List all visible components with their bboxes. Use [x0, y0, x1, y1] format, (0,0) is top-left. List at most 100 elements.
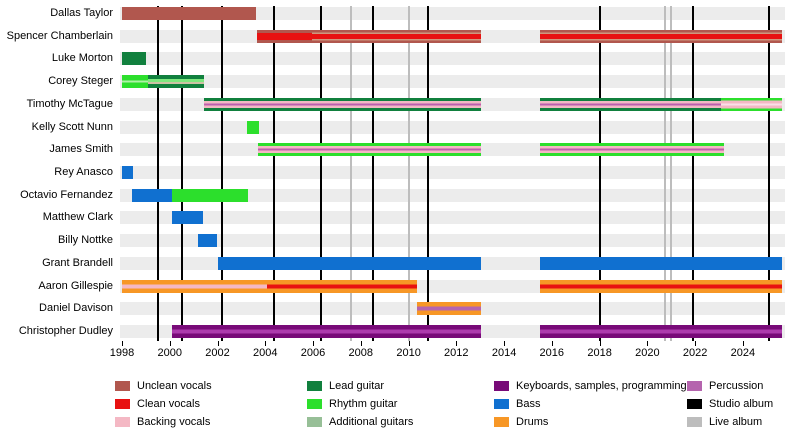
- member-row-track: [120, 189, 785, 202]
- legend-label: Additional guitars: [329, 416, 414, 428]
- live-album-line: [664, 6, 667, 341]
- legend-column: Lead guitar Rhythm guitar Additional guita…: [307, 377, 413, 431]
- member-bar-segment: [203, 98, 482, 111]
- legend-label: Backing vocals: [137, 416, 211, 428]
- legend-swatch: [494, 399, 509, 409]
- member-bar-segment: [122, 7, 256, 20]
- axis-tick: [551, 341, 553, 346]
- legend-item: Studio album: [687, 395, 773, 413]
- axis-tick: [504, 341, 506, 346]
- member-row-track: [120, 166, 785, 179]
- member-label: Christopher Dudley: [18, 325, 113, 337]
- live-album-line: [669, 6, 672, 341]
- live-album-line: [407, 6, 410, 341]
- axis-tick: [313, 341, 314, 346]
- member-bar-segment: [539, 257, 783, 270]
- studio-album-line: [691, 6, 694, 341]
- member-row-track: [120, 211, 785, 224]
- axis-tick-label: 2010: [396, 347, 421, 359]
- axis-tick-label: 2000: [157, 347, 183, 359]
- studio-album-line: [156, 6, 159, 341]
- axis-tick: [695, 341, 697, 346]
- member-bar-segment: [246, 121, 260, 134]
- axis-tick: [599, 341, 601, 346]
- legend-label: Percussion: [709, 380, 764, 392]
- studio-album-line: [426, 6, 429, 341]
- member-bar-segment: [217, 257, 482, 270]
- legend-swatch: [687, 399, 702, 409]
- axis-tick-label: 2008: [348, 347, 374, 359]
- legend-item: Clean vocals: [115, 395, 212, 413]
- axis-tick-label: 1998: [109, 347, 135, 359]
- legend-item: Bass: [494, 395, 687, 413]
- axis-tick: [456, 341, 458, 346]
- member-label: Matthew Clark: [42, 211, 113, 223]
- member-bar-segment: [539, 98, 722, 111]
- legend-item: Unclean vocals: [115, 377, 212, 395]
- member-bar-segment: [539, 325, 783, 338]
- member-row-track: [120, 234, 785, 247]
- axis-tick-label: 2018: [587, 347, 612, 359]
- member-bar-segment: [131, 189, 173, 202]
- studio-album-line: [221, 6, 224, 341]
- legend-swatch: [115, 381, 130, 391]
- axis-tick-label: 2014: [491, 347, 517, 359]
- legend-swatch: [115, 399, 130, 409]
- member-bar-segment: [266, 280, 417, 293]
- member-label: Kelly Scott Nunn: [31, 121, 113, 133]
- member-label: James Smith: [49, 143, 113, 155]
- legend-label: Clean vocals: [137, 398, 200, 410]
- member-bar-segment: [122, 52, 146, 65]
- member-label: Octavio Fernandez: [20, 189, 113, 201]
- studio-album-line: [768, 6, 771, 341]
- legend-label: Keyboards, samples, programming: [516, 380, 687, 392]
- legend-column: Percussion Studio album Live album: [687, 377, 773, 431]
- axis-tick: [122, 341, 123, 346]
- legend-item: Rhythm guitar: [307, 395, 413, 413]
- studio-album-line: [180, 6, 183, 341]
- member-bar-segment: [721, 98, 783, 111]
- legend-label: Studio album: [709, 398, 774, 410]
- axis-tick: [217, 341, 219, 346]
- studio-album-line: [371, 6, 374, 341]
- member-bar-segment: [172, 211, 204, 224]
- axis-tick: [647, 341, 649, 346]
- studio-album-line: [598, 6, 601, 341]
- axis-tick: [265, 341, 267, 346]
- legend-label: Unclean vocals: [137, 380, 212, 392]
- member-bar-segment: [539, 143, 724, 156]
- member-label: Billy Nottke: [57, 234, 113, 246]
- axis-tick: [742, 341, 744, 346]
- legend-swatch: [115, 417, 130, 427]
- member-bar-segment: [148, 75, 204, 88]
- legend-item: Live album: [687, 413, 773, 431]
- legend-swatch: [307, 381, 322, 391]
- member-bar-segment: [122, 75, 149, 88]
- legend-label: Bass: [516, 398, 541, 410]
- studio-album-line: [272, 6, 275, 341]
- member-label: Grant Brandell: [42, 257, 113, 269]
- axis-tick: [360, 341, 362, 346]
- member-bar-segment: [172, 189, 248, 202]
- legend-item: Lead guitar: [307, 377, 413, 395]
- member-bar-segment: [539, 30, 783, 43]
- legend-item: Drums: [494, 413, 687, 431]
- axis-tick-label: 2020: [635, 347, 660, 359]
- axis-tick-label: 2012: [444, 347, 469, 359]
- legend-item: Keyboards, samples, programming: [494, 377, 687, 395]
- member-bar-segment: [539, 280, 783, 293]
- member-bar-segment: [122, 280, 267, 293]
- legend-label: Drums: [516, 416, 549, 428]
- legend-swatch: [687, 417, 702, 427]
- member-row-track: [120, 121, 785, 134]
- legend-label: Lead guitar: [329, 380, 385, 392]
- member-bar-segment: [311, 30, 482, 43]
- member-label: Corey Steger: [48, 75, 113, 87]
- member-row-track: [120, 7, 785, 20]
- studio-album-line: [320, 6, 323, 341]
- axis-tick-label: 2016: [539, 347, 565, 359]
- member-bar-segment: [256, 30, 312, 43]
- member-bar-segment: [172, 325, 482, 338]
- member-row-track: [120, 75, 785, 88]
